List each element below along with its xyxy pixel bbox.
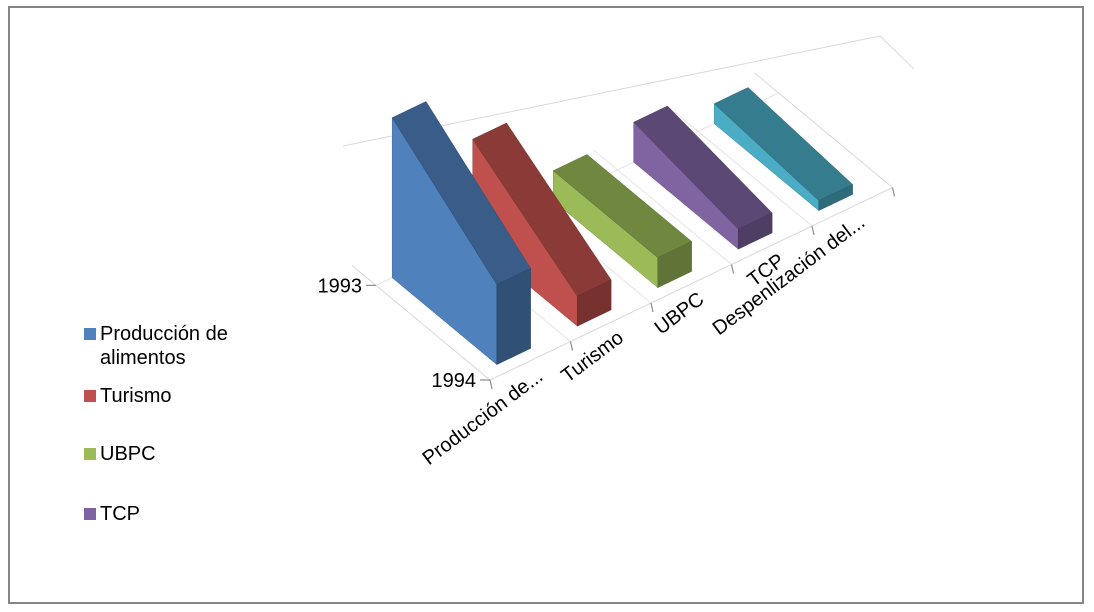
- grid-line: [593, 149, 732, 265]
- bar-front-face: [657, 241, 692, 288]
- legend-swatch-1: [84, 390, 96, 402]
- depth-tick-label: 1994: [432, 370, 477, 392]
- legend-label-2: UBPC: [100, 443, 156, 465]
- legend-swatch-2: [84, 448, 96, 460]
- bar-front-face: [738, 212, 773, 250]
- category-tick: [650, 302, 654, 313]
- bar-2: [552, 154, 693, 289]
- grid-line: [673, 111, 813, 227]
- bar-1: [472, 122, 612, 327]
- legend-label-1: Turismo: [100, 385, 172, 407]
- category-label: Turismo: [557, 327, 627, 388]
- category-tick: [569, 341, 574, 351]
- floor-edge: [351, 72, 894, 381]
- category-tick: [489, 379, 493, 390]
- bar-front-face: [577, 279, 612, 327]
- category-tick: [730, 264, 735, 274]
- category-tick: [891, 187, 896, 197]
- category-tick: [811, 225, 815, 236]
- legend-label-0: Producción de alimentos: [100, 323, 228, 369]
- bar-front-face: [818, 184, 853, 211]
- bar-3: [633, 105, 773, 250]
- category-label: UBPC: [651, 288, 709, 339]
- bar-4: [713, 87, 854, 212]
- side-wall-line: [879, 35, 915, 70]
- depth-tick-label: 1993: [318, 275, 363, 297]
- legend-label-3: TCP: [100, 503, 140, 525]
- legend-swatch-0: [84, 328, 96, 340]
- chart-frame: [8, 6, 1084, 604]
- legend-swatch-3: [84, 508, 96, 520]
- chart-bars: [391, 87, 854, 366]
- bar-0: [391, 101, 531, 366]
- bar-front-face: [496, 268, 531, 365]
